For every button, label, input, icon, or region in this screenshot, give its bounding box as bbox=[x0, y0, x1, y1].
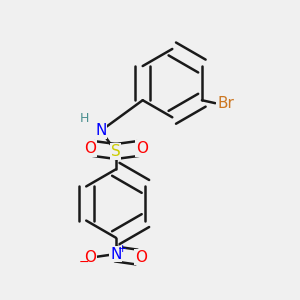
Text: O: O bbox=[85, 250, 97, 265]
Text: N: N bbox=[110, 247, 122, 262]
Text: O: O bbox=[84, 141, 96, 156]
Text: −: − bbox=[79, 256, 89, 269]
Text: +: + bbox=[118, 244, 127, 254]
Text: O: O bbox=[136, 141, 148, 156]
Text: S: S bbox=[111, 144, 121, 159]
Text: N: N bbox=[95, 123, 106, 138]
Text: H: H bbox=[80, 112, 89, 125]
Text: O: O bbox=[135, 250, 147, 265]
Text: Br: Br bbox=[217, 96, 234, 111]
